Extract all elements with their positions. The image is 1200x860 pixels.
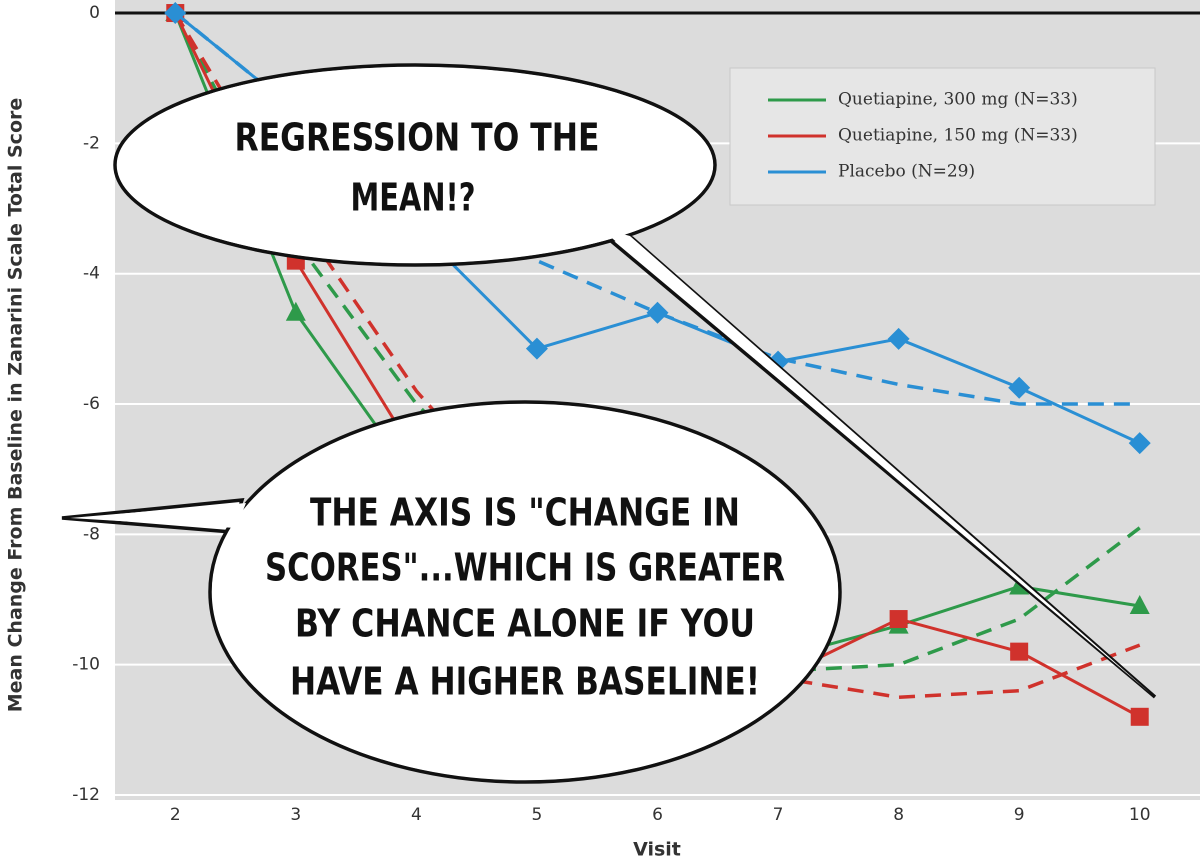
y-tick-label: -2 [83, 133, 100, 153]
marker [646, 301, 669, 324]
bubble-body-fill [117, 67, 713, 263]
legend-label: Quetiapine, 300 mg (N=33) [838, 90, 1078, 110]
x-axis-title: Visit [633, 839, 681, 860]
speech-bubble: THE AXIS IS "CHANGE IN SCORES"...WHICH I… [61, 400, 842, 784]
x-tick-label: 4 [411, 805, 422, 825]
bubble-text: THE AXIS IS "CHANGE IN [310, 491, 740, 535]
x-tick-label: 8 [893, 805, 904, 825]
y-tick-label: -6 [83, 394, 100, 414]
x-tick-label: 3 [290, 805, 301, 825]
x-tick-label: 6 [652, 805, 663, 825]
bubble-text: MEAN!? [351, 176, 476, 220]
bubble-tail-fill [70, 503, 246, 528]
marker [164, 2, 187, 25]
marker [887, 327, 910, 350]
y-tick-label: -4 [83, 264, 100, 284]
bubble-body-fill [212, 404, 838, 780]
bubble-text: REGRESSION TO THE [235, 116, 600, 160]
x-tick-label: 10 [1129, 805, 1151, 825]
bubble-text: BY CHANCE ALONE IF YOU [295, 602, 755, 646]
marker [1128, 432, 1151, 455]
marker [1129, 595, 1150, 615]
y-tick-label: -8 [83, 524, 100, 544]
speech-bubble: REGRESSION TO THE MEAN!? [113, 63, 1157, 699]
bubble-text: SCORES"...WHICH IS GREATER [265, 546, 785, 590]
marker [525, 337, 548, 360]
x-tick-label: 5 [532, 805, 543, 825]
y-tick-label: -12 [72, 785, 100, 805]
x-tick-label: 7 [773, 805, 784, 825]
marker [1010, 642, 1029, 661]
y-tick-label: 0 [89, 3, 100, 23]
marker [1008, 376, 1031, 399]
bubble-text: HAVE A HIGHER BASELINE! [290, 660, 760, 704]
y-axis-title: Mean Change From Baseline in Zanarini Sc… [5, 98, 27, 713]
y-tick-label: -10 [72, 655, 100, 675]
marker [1130, 707, 1149, 726]
x-tick-label: 2 [170, 805, 181, 825]
marker [889, 610, 908, 629]
legend-label: Placebo (N=29) [838, 162, 975, 182]
marker [285, 301, 306, 321]
legend: Quetiapine, 300 mg (N=33) Quetiapine, 150… [729, 67, 1156, 206]
bubble-tail-fill [600, 228, 1150, 693]
x-tick-label: 9 [1014, 805, 1025, 825]
legend-label: Quetiapine, 150 mg (N=33) [838, 126, 1078, 146]
